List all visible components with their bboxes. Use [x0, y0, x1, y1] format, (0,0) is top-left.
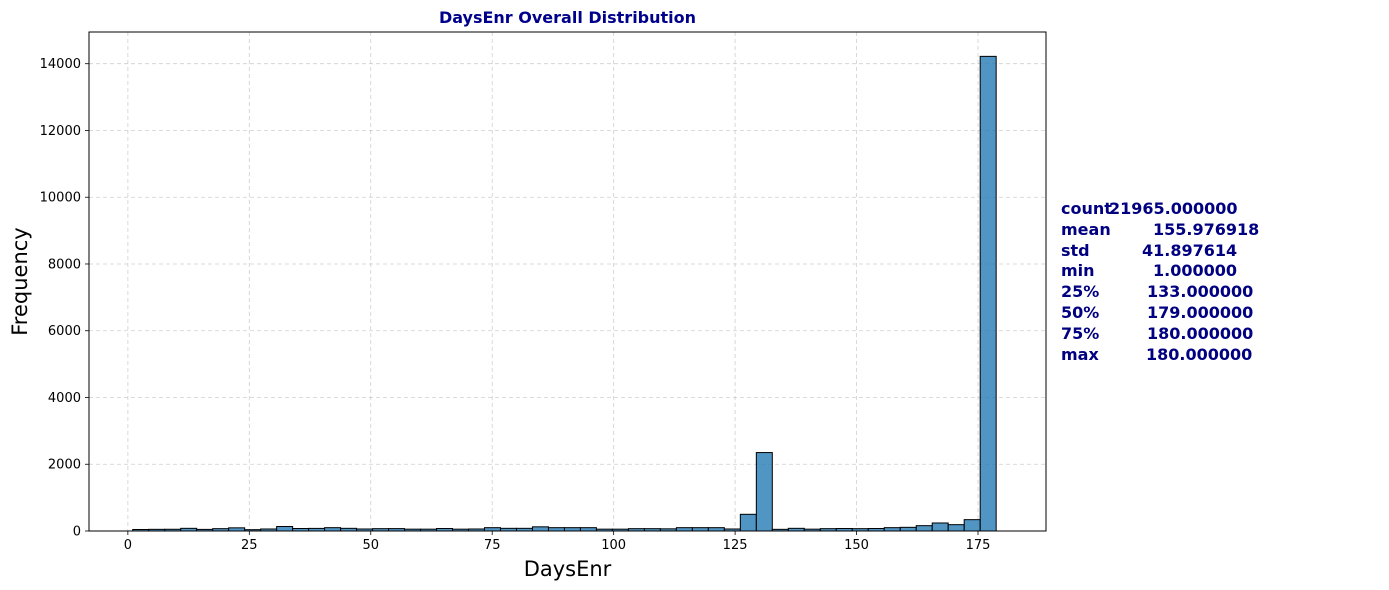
x-tick-label: 75 — [484, 538, 501, 553]
histogram-bar — [691, 527, 709, 532]
stat-row-50: 50% 179.000000 — [1061, 303, 1259, 324]
x-axis-label: DaysEnr — [524, 557, 612, 581]
y-tick-label: 6000 — [48, 324, 81, 339]
histogram-bar — [739, 513, 757, 532]
y-tick-label: 12000 — [40, 124, 81, 139]
histogram-bar — [547, 527, 565, 532]
stat-value: 41.897614 — [1142, 240, 1238, 260]
histogram-bar — [963, 519, 981, 532]
stat-row-count: count 21965.000000 — [1061, 199, 1259, 220]
stat-key: std — [1061, 240, 1090, 260]
histogram-bar — [931, 522, 949, 532]
stat-row-75: 75% 180.000000 — [1061, 324, 1259, 345]
stat-value: 180.000000 — [1147, 323, 1254, 343]
stat-value: 179.000000 — [1147, 302, 1254, 322]
y-axis-label: Frequency — [8, 227, 32, 336]
histogram-bar — [979, 55, 997, 532]
stat-value: 180.000000 — [1146, 344, 1253, 364]
stat-key: 25% — [1061, 282, 1100, 302]
histogram-bar — [707, 527, 725, 532]
x-tick-label: 25 — [241, 538, 258, 553]
chart-title: DaysEnr Overall Distribution — [439, 8, 696, 27]
y-tick-label: 14000 — [40, 57, 81, 72]
y-tick-label: 10000 — [40, 191, 81, 206]
histogram-bar — [883, 527, 901, 532]
histogram-bar — [579, 527, 597, 532]
x-tick-label: 150 — [844, 538, 869, 553]
stat-key: max — [1061, 344, 1099, 364]
y-axis-ticks: 0 2000 4000 6000 8000 10000 12000 14000 — [40, 57, 89, 540]
x-tick-label: 100 — [601, 538, 626, 553]
x-axis-ticks: 0 25 50 75 100 125 150 175 — [124, 531, 991, 553]
plot-area-frame — [88, 31, 1047, 532]
histogram-bar — [276, 525, 294, 532]
summary-stats: count 21965.000000 mean 155.976918 std 4… — [1061, 199, 1259, 365]
stat-value: 1.000000 — [1153, 261, 1238, 281]
x-tick-label: 0 — [124, 538, 132, 553]
stat-row-max: max 180.000000 — [1061, 345, 1259, 366]
stat-row-min: min 1.000000 — [1061, 261, 1259, 282]
histogram-bar — [947, 524, 965, 532]
x-tick-label: 125 — [723, 538, 748, 553]
histogram-bar — [324, 527, 342, 532]
stat-value: 155.976918 — [1153, 219, 1260, 239]
stat-value: 133.000000 — [1147, 282, 1254, 302]
histogram-bar — [755, 452, 773, 532]
y-tick-label: 8000 — [48, 257, 81, 272]
histogram-bar — [563, 527, 581, 532]
y-tick-label: 4000 — [48, 391, 81, 406]
stat-row-std: std 41.897614 — [1061, 241, 1259, 262]
stat-key: 50% — [1061, 302, 1100, 322]
histogram-bars — [132, 55, 997, 532]
stat-key: mean — [1061, 219, 1111, 239]
y-tick-label: 0 — [73, 525, 81, 540]
stat-row-mean: mean 155.976918 — [1061, 220, 1259, 241]
stat-key: count — [1061, 199, 1112, 218]
histogram-bar — [483, 527, 501, 532]
x-tick-label: 50 — [362, 538, 379, 553]
x-tick-label: 175 — [966, 538, 991, 553]
histogram-bar — [899, 526, 917, 532]
histogram-bar — [675, 527, 693, 532]
stat-row-25: 25% 133.000000 — [1061, 282, 1259, 303]
stat-key: 75% — [1061, 323, 1100, 343]
histogram-bar — [531, 526, 549, 532]
stat-key: min — [1061, 261, 1095, 281]
grid-lines — [89, 32, 1046, 532]
stat-value: 21965.000000 — [1109, 199, 1238, 218]
y-tick-label: 2000 — [48, 458, 81, 473]
histogram-bar — [915, 525, 933, 532]
